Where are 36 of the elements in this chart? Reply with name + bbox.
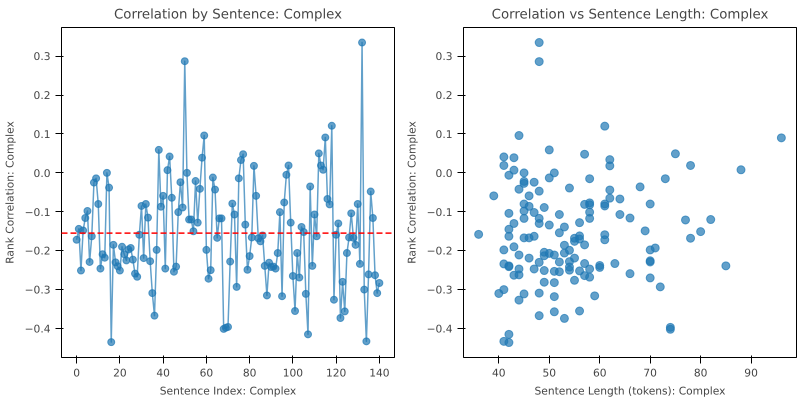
- y-tick-label: −0.4: [426, 322, 453, 336]
- y-tick-label: 0.0: [34, 166, 51, 180]
- chart-title: Correlation vs Sentence Length: Complex: [492, 8, 768, 22]
- y-tick-label: −0.3: [24, 284, 51, 297]
- x-tick-label: 80: [242, 366, 257, 380]
- y-tick-label: −0.4: [24, 322, 51, 336]
- x-tick-label: 20: [113, 366, 127, 380]
- x-tick-label: 60: [592, 366, 607, 380]
- x-tick-label: 120: [326, 366, 347, 380]
- x-tick-label: 60: [200, 366, 214, 380]
- y-tick-label: 0.2: [34, 89, 51, 102]
- y-axis-title: Rank Correlation: Complex: [406, 121, 419, 264]
- y-tick-label: −0.1: [426, 206, 453, 219]
- x-axis-title: Sentence Length (tokens): Complex: [534, 384, 726, 398]
- y-tick-label: 0.1: [34, 128, 51, 141]
- x-tick-label: 0: [73, 366, 80, 380]
- chart-title: Correlation by Sentence: Complex: [114, 8, 342, 22]
- x-tick-label: 40: [492, 366, 506, 380]
- y-tick-label: −0.3: [426, 284, 453, 297]
- x-tick-label: 100: [282, 366, 304, 380]
- y-axis-title: Rank Correlation: Complex: [4, 121, 17, 264]
- y-tick-label: 0.2: [436, 89, 453, 102]
- y-tick-label: 0.3: [34, 50, 51, 64]
- y-tick-label: −0.1: [24, 206, 51, 219]
- x-tick-label: 90: [744, 366, 758, 380]
- x-tick-label: 50: [542, 366, 556, 380]
- x-tick-label: 80: [694, 366, 708, 380]
- y-tick-label: −0.2: [426, 244, 453, 258]
- x-axis-title: Sentence Index: Complex: [160, 384, 296, 398]
- x-tick-label: 140: [369, 366, 390, 380]
- x-tick-label: 40: [156, 366, 170, 380]
- y-tick-label: 0.3: [436, 50, 453, 64]
- x-tick-label: 70: [643, 366, 658, 380]
- y-tick-label: 0.1: [436, 128, 453, 141]
- y-tick-label: −0.2: [24, 244, 51, 258]
- y-tick-label: 0.0: [436, 166, 453, 180]
